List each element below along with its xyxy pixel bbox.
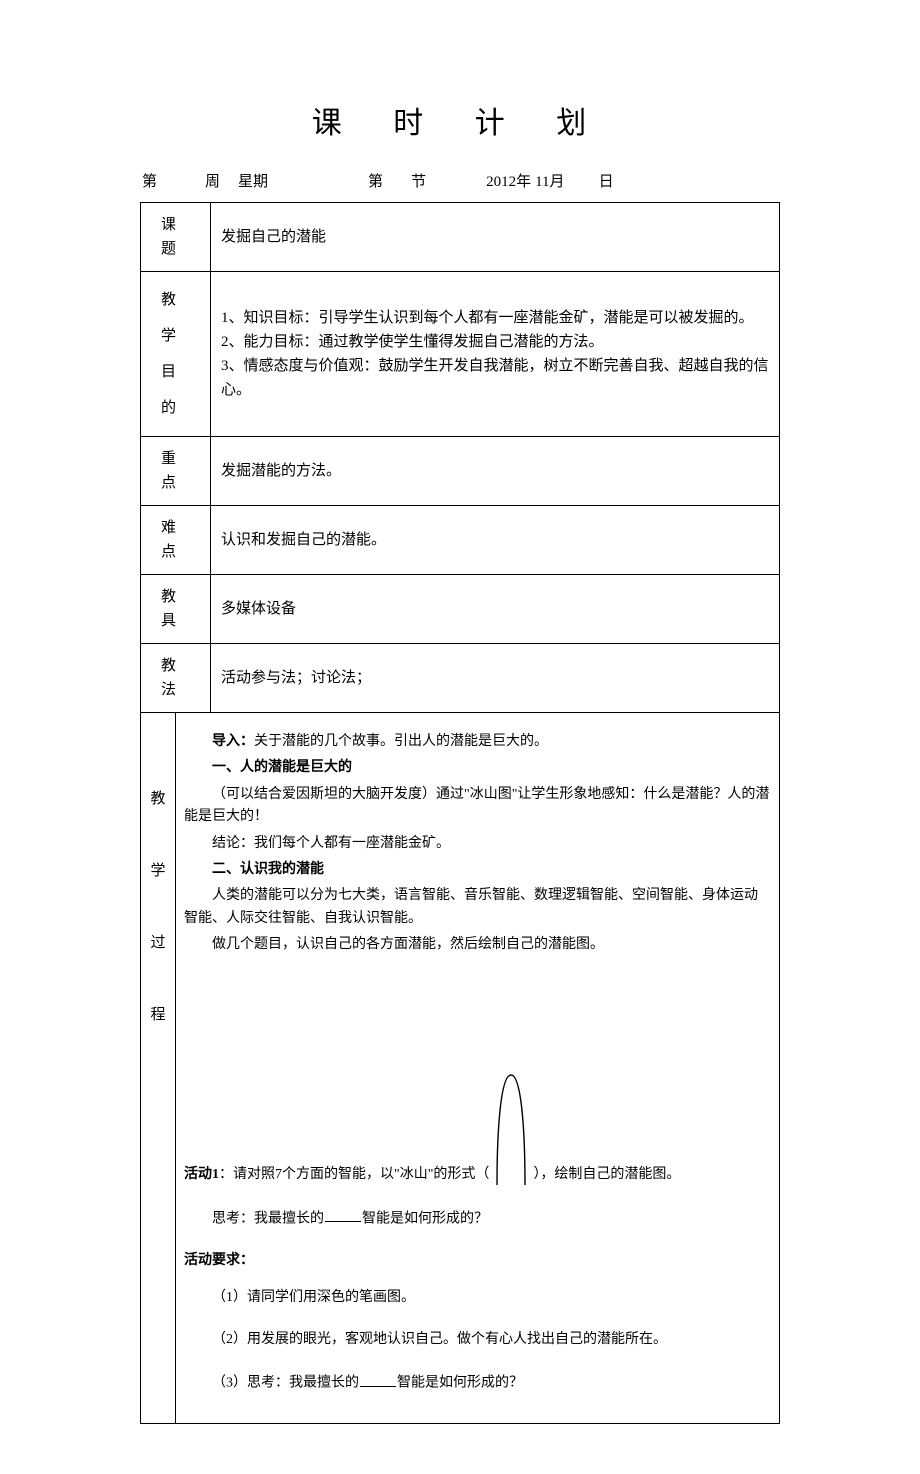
tools-label: 教具 — [147, 585, 204, 633]
table-row: 教学 目的 1、知识目标：引导学生认识到每个人都有一座潜能金矿，潜能是可以被发掘… — [141, 272, 780, 437]
goal-label-2: 目的 — [161, 354, 204, 426]
focus-label: 重点 — [147, 447, 204, 495]
date-year-suffix: 年 — [516, 170, 531, 194]
topic-label: 课题 — [147, 213, 204, 261]
para-4: 做几个题目，认识自己的各方面潜能，然后绘制自己的潜能图。 — [184, 934, 771, 956]
date-month: 11 — [535, 170, 549, 194]
table-row: 教具 多媒体设备 — [141, 575, 780, 644]
period-suffix: 节 — [411, 170, 426, 194]
think-1: 思考：我最擅长的智能是如何形成的？ — [184, 1207, 771, 1231]
table-row: 教 学 过 程 导入：关于潜能的几个故事。引出人的潜能是巨大的。 一、人的潜能是… — [141, 713, 780, 1424]
period-prefix: 第 — [368, 170, 383, 194]
date-month-suffix: 月 — [550, 170, 565, 194]
weekday-label: 星期 — [238, 170, 268, 194]
method-label: 教法 — [147, 654, 204, 702]
para-2: 结论：我们每个人都有一座潜能金矿。 — [184, 833, 771, 855]
iceberg-icon — [491, 1067, 531, 1187]
section-2-heading: 二、认识我的潜能 — [184, 859, 771, 881]
date-year: 2012 — [486, 170, 516, 194]
week-prefix: 第 — [142, 170, 157, 194]
process-body: 导入：关于潜能的几个故事。引出人的潜能是巨大的。 一、人的潜能是巨大的 （可以结… — [176, 713, 780, 1424]
lesson-table: 课题 发掘自己的潜能 教学 目的 1、知识目标：引导学生认识到每个人都有一座潜能… — [140, 202, 780, 1424]
difficulty-value: 认识和发掘自己的潜能。 — [211, 506, 780, 575]
focus-value: 发掘潜能的方法。 — [211, 437, 780, 506]
intro-label: 导入： — [212, 734, 254, 749]
intro-text: 关于潜能的几个故事。引出人的潜能是巨大的。 — [254, 734, 548, 749]
req-1: （1）请同学们用深色的笔画图。 — [184, 1287, 771, 1309]
table-row: 课题 发掘自己的潜能 — [141, 203, 780, 272]
section-1-heading: 一、人的潜能是巨大的 — [184, 757, 771, 779]
week-suffix: 周 — [205, 170, 220, 194]
table-row: 教法 活动参与法；讨论法； — [141, 644, 780, 713]
req-2: （2）用发展的眼光，客观地认识自己。做个有心人找出自己的潜能所在。 — [184, 1329, 771, 1351]
method-value: 活动参与法；讨论法； — [211, 644, 780, 713]
goal-line-3: 3、情感态度与价值观：鼓励学生开发自我潜能，树立不断完善自我、超越自我的信心。 — [221, 354, 769, 402]
tools-value: 多媒体设备 — [211, 575, 780, 644]
page-title: 课 时 计 划 — [140, 100, 780, 148]
process-label: 教 学 过 程 — [141, 713, 176, 1424]
table-row: 难点 认识和发掘自己的潜能。 — [141, 506, 780, 575]
req-3: （3）思考：我最擅长的智能是如何形成的？ — [184, 1371, 771, 1395]
activity-req-label: 活动要求： — [184, 1250, 771, 1272]
para-3: 人类的潜能可以分为七大类，语言智能、音乐智能、数理逻辑智能、空间智能、身体运动智… — [184, 885, 771, 930]
goal-label-1: 教学 — [161, 282, 204, 354]
goal-value: 1、知识目标：引导学生认识到每个人都有一座潜能金矿，潜能是可以被发掘的。 2、能… — [211, 272, 780, 437]
topic-value: 发掘自己的潜能 — [211, 203, 780, 272]
activity-1: 活动1：请对照7个方面的智能，以"冰山"的形式（ ），绘制自己的潜能图。 — [184, 1067, 771, 1187]
goal-line-1: 1、知识目标：引导学生认识到每个人都有一座潜能金矿，潜能是可以被发掘的。 — [221, 306, 769, 330]
date-day-suffix: 日 — [599, 170, 614, 194]
table-row: 重点 发掘潜能的方法。 — [141, 437, 780, 506]
difficulty-label: 难点 — [147, 516, 204, 564]
para-1: （可以结合爱因斯坦的大脑开发度）通过"冰山图"让学生形象地感知：什么是潜能？人的… — [184, 784, 771, 829]
meta-row: 第 周 星期 第 节 2012 年 11 月 日 — [140, 170, 780, 194]
goal-line-2: 2、能力目标：通过教学使学生懂得发掘自己潜能的方法。 — [221, 330, 769, 354]
